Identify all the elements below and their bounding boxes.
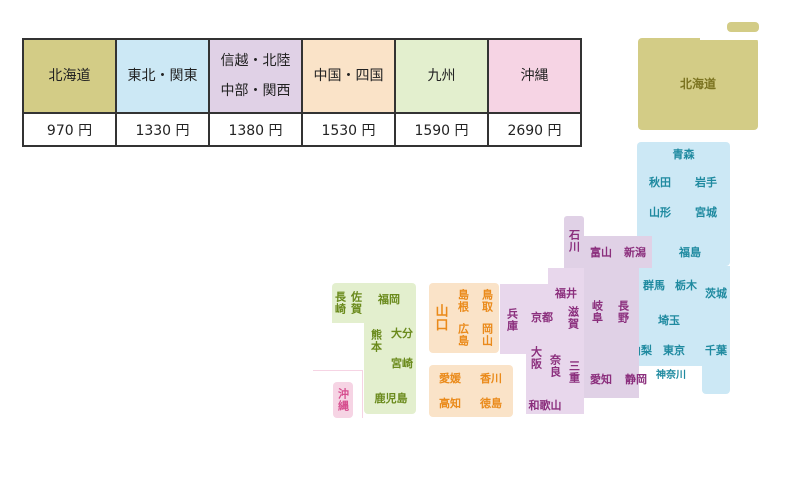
pref-ishikawa: 石川	[567, 229, 581, 253]
pref-tokushima: 徳島	[480, 396, 502, 410]
price-cell: 1380 円	[208, 112, 303, 147]
pref-saitama: 埼玉	[658, 313, 680, 327]
pref-gifu: 岐阜	[590, 300, 604, 324]
pref-tochigi: 栃木	[675, 278, 697, 292]
pref-iwate: 岩手	[695, 175, 717, 189]
header-tohoku-kanto: 東北・関東	[115, 38, 210, 114]
pref-yamagata: 山形	[649, 205, 671, 219]
pref-osaka: 大阪	[529, 346, 543, 370]
okinawa-divider	[313, 370, 363, 371]
price-cell: 1330 円	[115, 112, 210, 147]
tohoku-kanto-area	[637, 142, 730, 266]
pref-hiroshima: 広島	[456, 323, 470, 347]
shipping-price-table: 北海道 東北・関東 信越・北陸 中部・関西 中国・四国 九州 沖縄 970 円 …	[22, 38, 582, 147]
price-cell: 970 円	[22, 112, 117, 147]
hokkaido-islet	[727, 22, 759, 32]
pref-fukuoka: 福岡	[378, 292, 400, 306]
chiba-area	[702, 266, 730, 394]
pref-aichi: 愛知	[590, 372, 612, 386]
ishikawa-area	[564, 216, 584, 268]
hyogo-area	[500, 284, 526, 354]
price-cell: 1590 円	[394, 112, 489, 147]
pref-tottori: 鳥取	[480, 289, 494, 313]
pref-mie: 三重	[567, 360, 581, 384]
kinki-area	[526, 284, 584, 414]
header-chugoku-shikoku: 中国・四国	[301, 38, 396, 114]
pref-miyagi: 宮城	[695, 205, 717, 219]
pref-aomori: 青森	[672, 147, 695, 161]
pref-saga: 佐賀	[349, 291, 363, 315]
pref-kagawa: 香川	[480, 371, 502, 385]
pref-gunma: 群馬	[643, 278, 665, 292]
pref-okinawa: 沖縄	[333, 382, 353, 418]
chubu-area	[584, 236, 652, 268]
pref-hyogo: 兵庫	[505, 308, 519, 332]
pref-ehime: 愛媛	[439, 371, 461, 385]
pref-wakayama: 和歌山	[528, 398, 562, 412]
header-shinetsu-hokuriku-chubu-kansai: 信越・北陸 中部・関西	[208, 38, 303, 114]
header-line1: 信越・北陸	[220, 53, 291, 69]
pref-shimane: 島根	[456, 289, 470, 313]
pref-shiga: 滋賀	[566, 306, 580, 330]
pref-kanagawa: 神奈川	[656, 369, 686, 381]
pref-kochi: 高知	[439, 396, 461, 410]
chugoku-area	[429, 283, 499, 353]
fukui-area	[548, 268, 584, 288]
pref-nagasaki: 長崎	[333, 291, 347, 315]
header-hokkaido: 北海道	[22, 38, 117, 114]
pref-niigata: 新潟	[624, 245, 646, 259]
pref-ibaraki: 茨城	[705, 286, 727, 300]
pref-akita: 秋田	[649, 175, 671, 189]
pref-nara: 奈良	[548, 354, 562, 378]
pref-shizuoka: 静岡	[625, 372, 647, 386]
pref-kumamoto: 熊本	[369, 329, 383, 353]
pref-oita: 大分	[391, 326, 413, 340]
header-okinawa: 沖縄	[487, 38, 582, 114]
pref-chiba: 千葉	[705, 343, 727, 357]
pref-miyazaki: 宮崎	[391, 356, 413, 370]
pref-tokyo: 東京	[663, 343, 685, 357]
kyushu-area-lower	[364, 310, 416, 414]
table-price-row: 970 円 1330 円 1380 円 1530 円 1590 円 2690 円	[22, 112, 582, 147]
pref-toyama: 富山	[590, 245, 612, 259]
pref-okayama: 岡山	[480, 323, 494, 347]
chubu-area-lower	[584, 268, 639, 398]
hokkaido-notch	[700, 38, 758, 40]
shikoku-area	[429, 365, 513, 417]
pref-nagano: 長野	[616, 300, 630, 324]
header-kyushu: 九州	[394, 38, 489, 114]
price-cell: 2690 円	[487, 112, 582, 147]
pref-fukui: 福井	[555, 286, 577, 300]
okinawa-divider-v	[362, 370, 363, 418]
pref-kagoshima: 鹿児島	[374, 391, 408, 405]
pref-fukushima: 福島	[679, 245, 701, 259]
pref-kyoto: 京都	[531, 310, 553, 324]
pref-hokkaido: 北海道	[638, 38, 758, 130]
price-cell: 1530 円	[301, 112, 396, 147]
header-line2: 中部・関西	[220, 83, 291, 99]
pref-yamaguchi: 山口	[432, 304, 448, 332]
table-header-row: 北海道 東北・関東 信越・北陸 中部・関西 中国・四国 九州 沖縄	[22, 38, 582, 114]
